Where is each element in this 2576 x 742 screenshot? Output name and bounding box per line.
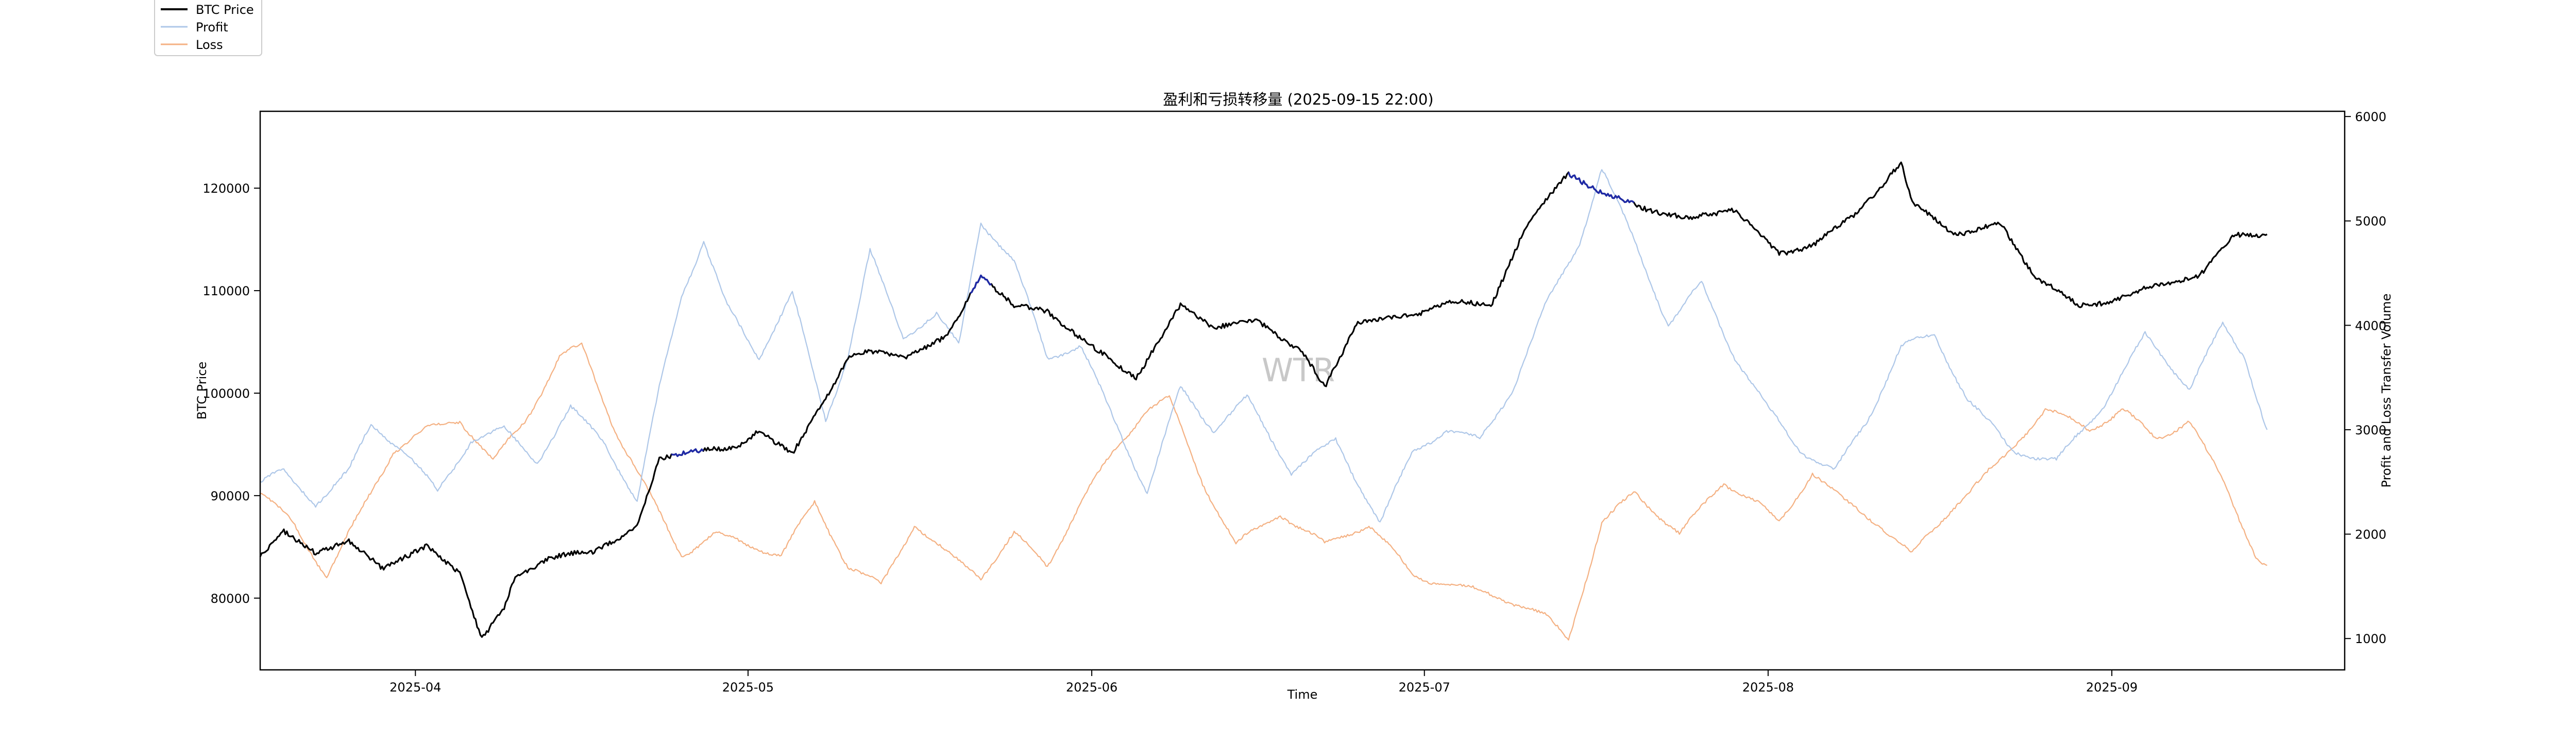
y-axis-left-label: BTC Price bbox=[195, 362, 209, 420]
legend-frame bbox=[154, 0, 262, 56]
btc-highlight-segment-2 bbox=[1567, 172, 1635, 204]
series-line-loss bbox=[260, 342, 2267, 641]
btc-highlight-segment-1 bbox=[970, 274, 992, 294]
y-right-tick-label-1: 2000 bbox=[2355, 528, 2386, 542]
btc-highlight-segment-0 bbox=[671, 448, 704, 457]
y-left-tick-label-3: 110000 bbox=[202, 284, 250, 298]
series-line-profit bbox=[260, 169, 2268, 522]
series-layer bbox=[259, 161, 2268, 641]
series-line-btc-price bbox=[259, 161, 2268, 638]
y-right-tick-label-3: 4000 bbox=[2355, 318, 2386, 333]
x-tick-label-4: 2025-08 bbox=[1742, 680, 1794, 695]
y-right-tick-label-2: 3000 bbox=[2355, 423, 2386, 437]
x-tick-label-1: 2025-05 bbox=[722, 680, 774, 695]
legend-label-loss: Loss bbox=[196, 38, 223, 52]
x-axis-label: Time bbox=[1287, 687, 1318, 702]
x-tick-label-0: 2025-04 bbox=[389, 680, 441, 695]
y-left-tick-label-4: 120000 bbox=[202, 181, 250, 196]
legend-label-profit: Profit bbox=[196, 20, 228, 35]
legend-label-btc-price: BTC Price bbox=[196, 3, 254, 17]
y-left-tick-label-0: 80000 bbox=[211, 592, 250, 606]
x-tick-label-2: 2025-06 bbox=[1066, 680, 1117, 695]
y-axis-right-label: Profit and Loss Transfer Volume bbox=[2379, 294, 2394, 488]
x-tick-label-5: 2025-09 bbox=[2086, 680, 2138, 695]
axis-layer: 2025-04 2025-05 2025-06 2025-07 2025-08 2025-… bbox=[202, 110, 2386, 695]
plot-frame bbox=[259, 110, 2346, 671]
chart-title: 盈利和亏损转移量 (2025-09-15 22:00) bbox=[1163, 91, 1433, 108]
x-tick-label-3: 2025-07 bbox=[1399, 680, 1450, 695]
legend: BTC Price Profit Loss bbox=[154, 0, 262, 56]
y-right-tick-label-0: 1000 bbox=[2355, 632, 2386, 646]
y-left-tick-label-1: 90000 bbox=[211, 489, 250, 503]
y-right-tick-label-5: 6000 bbox=[2355, 110, 2386, 124]
y-left-tick-label-2: 100000 bbox=[202, 386, 250, 401]
y-right-tick-label-4: 5000 bbox=[2355, 214, 2386, 229]
